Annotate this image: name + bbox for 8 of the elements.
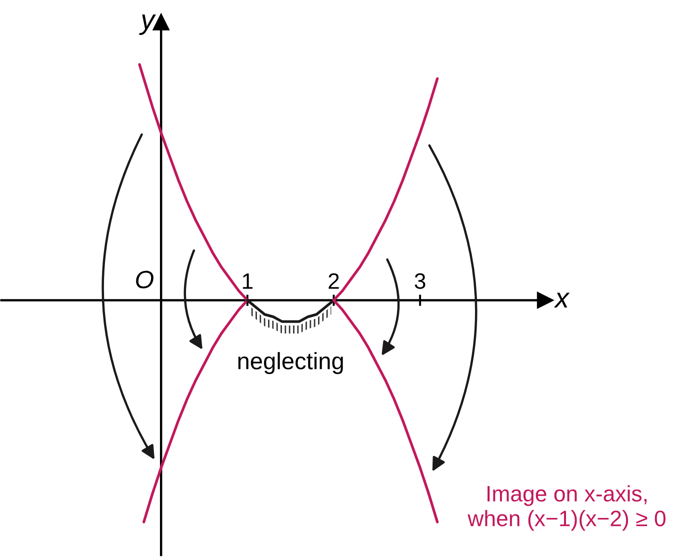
x-tick-label: 3: [414, 273, 426, 289]
x-tick-label: 1: [242, 273, 253, 289]
annotation: Image on x-axis, when (x−1)(x−2) ≥ 0: [468, 485, 666, 531]
x-axis-title: x: [554, 292, 570, 308]
x-tick-label: 2: [328, 273, 339, 289]
y-axis-title: y: [139, 14, 156, 35]
annotation: neglecting: [238, 352, 343, 374]
annotation: O: [136, 270, 154, 288]
